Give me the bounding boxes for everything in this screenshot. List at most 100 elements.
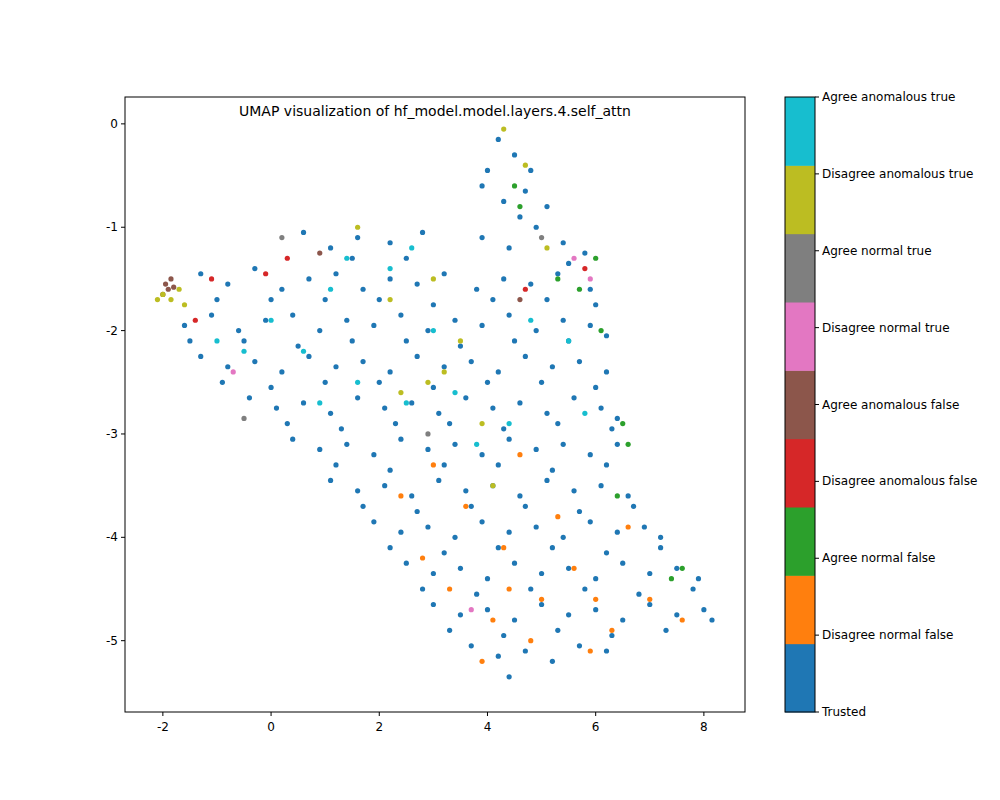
point: [415, 509, 420, 514]
point: [609, 426, 614, 431]
point: [539, 597, 544, 602]
point: [571, 566, 576, 571]
point: [604, 648, 609, 653]
point: [214, 297, 219, 302]
point: [442, 550, 447, 555]
point: [344, 442, 349, 447]
point: [231, 369, 236, 374]
y-tick-label: -2: [106, 324, 118, 338]
point: [263, 318, 268, 323]
point: [388, 297, 393, 302]
point: [528, 318, 533, 323]
point: [350, 256, 355, 261]
point: [474, 592, 479, 597]
point: [447, 586, 452, 591]
colorbar-segment: [785, 97, 815, 166]
point: [626, 493, 631, 498]
point: [339, 426, 344, 431]
point: [225, 281, 230, 286]
point: [523, 648, 528, 653]
point: [409, 493, 414, 498]
point: [442, 364, 447, 369]
point: [301, 349, 306, 354]
point: [539, 571, 544, 576]
series: [182, 137, 715, 680]
point: [252, 359, 257, 364]
point: [187, 338, 192, 343]
legend-label: Trusted: [821, 705, 866, 719]
point: [561, 442, 566, 447]
colorbar-segment: [785, 644, 815, 713]
point: [577, 509, 582, 514]
point: [431, 602, 436, 607]
point: [241, 338, 246, 343]
point: [496, 369, 501, 374]
point: [268, 318, 273, 323]
point: [550, 468, 555, 473]
point: [398, 437, 403, 442]
point: [279, 235, 284, 240]
point: [555, 628, 560, 633]
x-tick-label: 0: [267, 720, 275, 734]
series: [214, 245, 587, 447]
point: [328, 478, 333, 483]
point: [182, 323, 187, 328]
point: [615, 416, 620, 421]
point: [577, 287, 582, 292]
series: [155, 126, 550, 488]
colorbar-tick: [815, 404, 819, 405]
point: [458, 612, 463, 617]
colorbar-segment: [785, 370, 815, 439]
point: [377, 297, 382, 302]
point: [496, 545, 501, 550]
point: [577, 643, 582, 648]
point: [404, 338, 409, 343]
point: [160, 292, 165, 297]
point: [512, 183, 517, 188]
point: [582, 586, 587, 591]
point: [523, 188, 528, 193]
point: [485, 576, 490, 581]
point: [680, 617, 685, 622]
point: [490, 297, 495, 302]
x-tick: [379, 712, 380, 716]
series: [193, 256, 588, 323]
point: [598, 328, 603, 333]
point: [534, 524, 539, 529]
point: [463, 488, 468, 493]
colorbar-tick: [815, 173, 819, 174]
point: [479, 323, 484, 328]
point: [490, 617, 495, 622]
x-tick: [487, 712, 488, 716]
point: [168, 276, 173, 281]
point: [436, 411, 441, 416]
point: [512, 338, 517, 343]
point: [469, 607, 474, 612]
point: [588, 648, 593, 653]
point: [474, 442, 479, 447]
x-tick: [162, 712, 163, 716]
point: [626, 442, 631, 447]
point: [593, 576, 598, 581]
point: [458, 344, 463, 349]
point: [566, 261, 571, 266]
point: [566, 566, 571, 571]
point: [523, 354, 528, 359]
point: [555, 421, 560, 426]
y-tick-label: -5: [106, 634, 118, 648]
point: [474, 287, 479, 292]
colorbar-segment: [785, 575, 815, 644]
point: [425, 431, 430, 436]
point: [431, 462, 436, 467]
point: [582, 250, 587, 255]
point: [674, 566, 679, 571]
point: [507, 245, 512, 250]
y-tick: [121, 640, 125, 641]
point: [647, 602, 652, 607]
title: UMAP visualization of hf_model.model.lay…: [239, 103, 631, 119]
points: [155, 126, 715, 679]
point: [279, 369, 284, 374]
point: [388, 266, 393, 271]
point: [501, 199, 506, 204]
point: [561, 240, 566, 245]
